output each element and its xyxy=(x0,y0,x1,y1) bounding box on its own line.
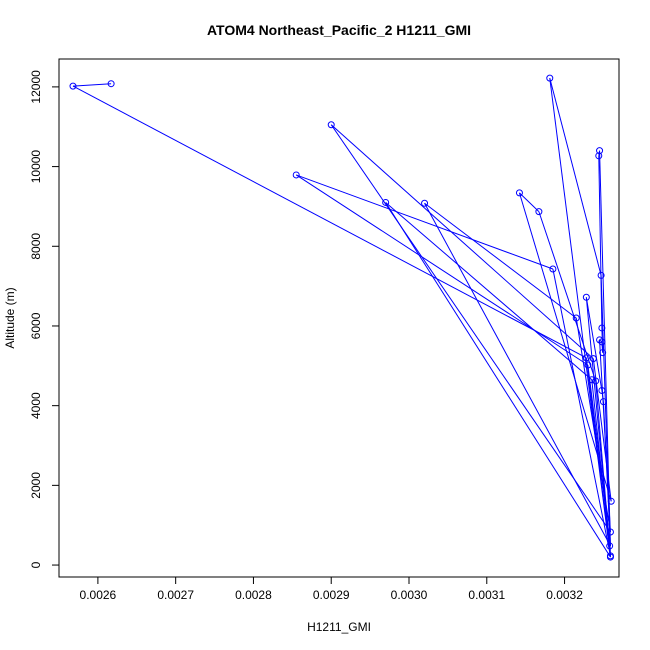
data-point xyxy=(535,208,543,216)
data-point xyxy=(421,199,429,207)
series-points xyxy=(69,74,615,561)
x-tick-label: 0.0031 xyxy=(468,588,505,602)
series-segment xyxy=(599,150,611,546)
data-point xyxy=(595,152,603,160)
data-point xyxy=(596,336,604,344)
data-point xyxy=(584,361,592,369)
data-point xyxy=(599,398,607,406)
data-point xyxy=(606,552,614,560)
series-segment xyxy=(519,192,540,212)
y-axis-label: Altitude (m) xyxy=(3,287,17,348)
data-point xyxy=(382,198,390,206)
x-axis-label: H1211_GMI xyxy=(307,620,371,634)
series-segment xyxy=(385,202,611,558)
series-segment xyxy=(295,174,589,366)
data-point xyxy=(582,354,590,362)
data-point xyxy=(598,324,606,332)
series-segment xyxy=(538,211,597,382)
series-segment xyxy=(601,341,604,353)
y-tick-label: 6000 xyxy=(29,312,43,339)
data-point xyxy=(515,189,523,197)
y-tick-label: 2000 xyxy=(29,472,43,499)
series-segment xyxy=(598,155,603,328)
data-point xyxy=(589,355,597,363)
series-segment xyxy=(549,78,602,276)
y-tick-label: 0 xyxy=(29,561,43,568)
series-segment xyxy=(385,202,593,381)
data-point xyxy=(606,542,614,550)
series-segment xyxy=(424,203,611,547)
series-segment xyxy=(72,83,112,87)
data-point xyxy=(606,528,614,536)
series-segment xyxy=(72,85,587,359)
x-tick-label: 0.0028 xyxy=(235,588,272,602)
data-point xyxy=(592,377,600,385)
series-segment xyxy=(585,297,611,556)
series-segment xyxy=(330,124,594,360)
series-segment xyxy=(585,297,603,391)
chart-title: ATOM4 Northeast_Pacific_2 H1211_GMI xyxy=(207,22,471,38)
data-point xyxy=(546,74,554,82)
series-segment xyxy=(552,268,611,556)
data-point xyxy=(292,171,300,179)
x-tick-label: 0.0032 xyxy=(546,588,583,602)
data-point xyxy=(599,349,607,357)
x-axis: 0.0026 0.0027 0.0028 0.0029 0.0030 0.0031 0.00… xyxy=(80,576,583,602)
data-point xyxy=(598,338,606,346)
series-segment xyxy=(296,174,554,270)
data-point xyxy=(69,82,77,90)
series-segment xyxy=(330,124,611,533)
series-segment xyxy=(518,192,612,502)
y-tick-label: 8000 xyxy=(29,233,43,260)
x-tick-label: 0.0027 xyxy=(157,588,194,602)
x-tick-label: 0.0026 xyxy=(80,588,117,602)
y-axis: 0 2000 4000 6000 8000 10000 12000 xyxy=(29,70,60,568)
data-point xyxy=(572,314,580,322)
data-point xyxy=(596,147,604,155)
data-point xyxy=(582,293,590,301)
y-tick-label: 10000 xyxy=(29,150,43,184)
y-tick-label: 4000 xyxy=(29,392,43,419)
x-tick-label: 0.0030 xyxy=(391,588,428,602)
data-point xyxy=(597,271,605,279)
series-lines xyxy=(72,78,612,558)
x-tick-label: 0.0029 xyxy=(313,588,350,602)
y-tick-label: 12000 xyxy=(29,70,43,104)
data-point xyxy=(607,497,615,505)
series-segment xyxy=(549,78,611,558)
data-point xyxy=(327,121,335,129)
data-point xyxy=(588,376,596,384)
data-point xyxy=(598,387,606,395)
data-point xyxy=(549,265,557,273)
data-point xyxy=(107,80,115,88)
